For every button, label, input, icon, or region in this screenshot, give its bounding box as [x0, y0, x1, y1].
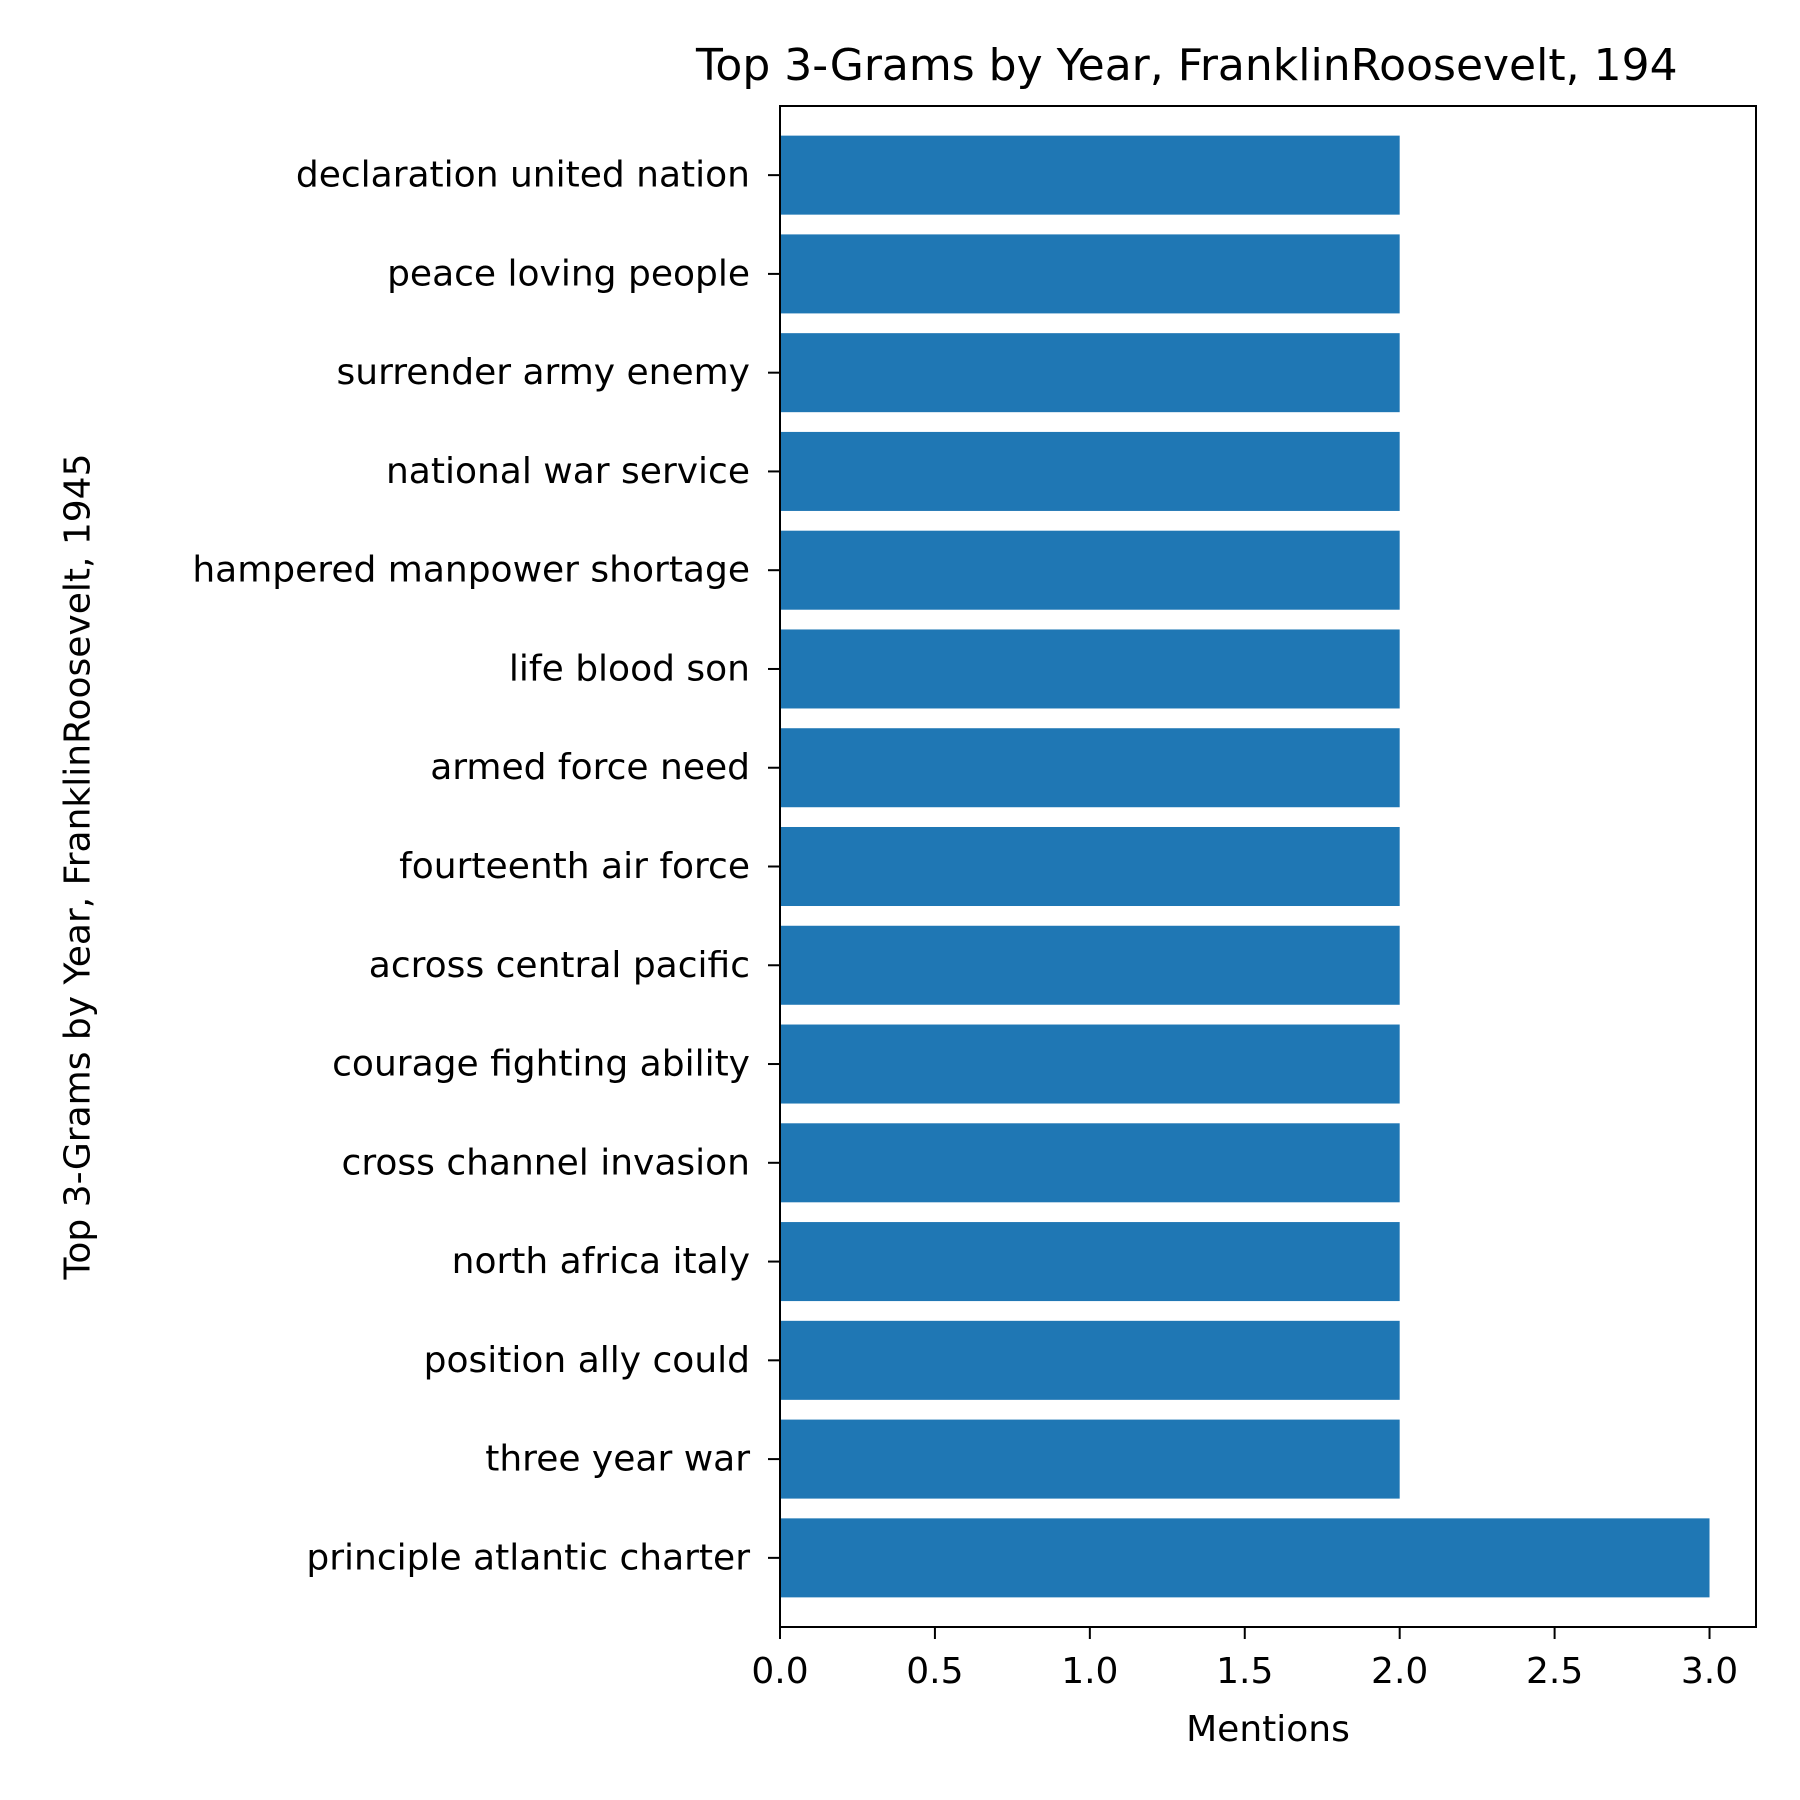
bar [780, 234, 1400, 314]
chart-title: Top 3-Grams by Year, FranklinRoosevelt, … [695, 40, 1678, 91]
bar [780, 431, 1400, 511]
bar [780, 333, 1400, 413]
y-tick-label: north africa italy [452, 1241, 750, 1282]
bar [780, 1123, 1400, 1203]
y-tick-label: three year war [485, 1439, 750, 1480]
y-axis-title: Top 3-Grams by Year, FranklinRoosevelt, … [58, 454, 99, 1281]
x-tick-label: 1.5 [1216, 1651, 1273, 1692]
x-tick-label: 1.0 [1061, 1651, 1118, 1692]
y-tick-label: position ally could [424, 1340, 750, 1381]
y-tick-label: across central pacific [369, 945, 750, 986]
y-tick-label: hampered manpower shortage [192, 550, 750, 591]
x-tick-label: 0.0 [751, 1651, 808, 1692]
bar [780, 925, 1400, 1005]
y-tick-label: declaration united nation [296, 155, 750, 196]
y-tick-label: cross channel invasion [342, 1142, 750, 1183]
y-tick-label: fourteenth air force [399, 846, 750, 887]
bar [780, 530, 1400, 610]
x-axis-title: Mentions [1186, 1709, 1350, 1750]
bar [780, 1320, 1400, 1400]
y-tick-label: peace loving people [387, 253, 750, 294]
y-axis-ticks: principle atlantic charter three year war… [192, 155, 780, 1578]
bars [780, 135, 1710, 1598]
y-tick-label: principle atlantic charter [306, 1537, 750, 1578]
x-tick-label: 2.0 [1371, 1651, 1428, 1692]
bar [780, 629, 1400, 709]
x-axis-ticks: 0.0 0.5 1.0 1.5 2.0 2.5 3.0 [751, 1627, 1738, 1692]
bar [780, 1518, 1710, 1598]
y-tick-label: national war service [386, 451, 750, 492]
plot-frame [779, 105, 1757, 1628]
bar [780, 826, 1400, 907]
y-tick-label: surrender army enemy [337, 352, 751, 393]
y-tick-label: life blood son [509, 648, 750, 689]
bar [780, 1419, 1400, 1499]
bar [780, 1024, 1400, 1104]
bar [780, 135, 1400, 215]
bar [780, 728, 1400, 808]
y-tick-label: armed force need [430, 747, 750, 788]
x-tick-label: 0.5 [906, 1651, 963, 1692]
x-tick-label: 2.5 [1526, 1651, 1583, 1692]
x-tick-label: 3.0 [1681, 1651, 1738, 1692]
y-tick-label: courage fighting ability [332, 1044, 750, 1085]
bar [780, 1222, 1400, 1302]
